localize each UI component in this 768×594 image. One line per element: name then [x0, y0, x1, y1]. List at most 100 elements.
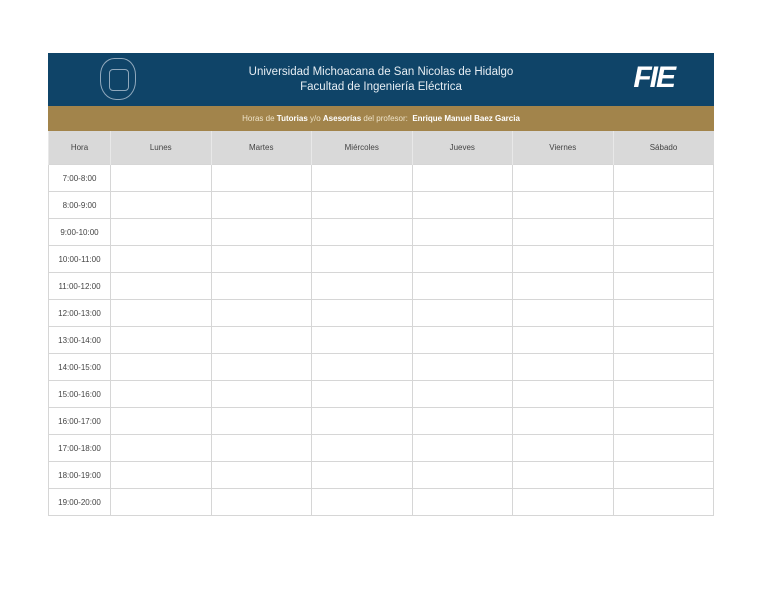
- hour-cell: 10:00-11:00: [48, 245, 111, 273]
- asesorias-text: Asesorías: [322, 114, 362, 123]
- schedule-cell: [612, 407, 714, 435]
- schedule-cell: [411, 299, 513, 327]
- schedule-cell: [411, 407, 513, 435]
- header-banner: Universidad Michoacana de San Nicolas de…: [48, 53, 714, 106]
- schedule-cell: [411, 434, 513, 462]
- schedule-cell: [110, 218, 212, 246]
- hour-cell: 19:00-20:00: [48, 488, 111, 516]
- column-header: Martes: [210, 131, 312, 165]
- schedule-cell: [512, 461, 614, 489]
- yo-text: y/o: [310, 114, 321, 123]
- table-row: 9:00-10:00: [48, 218, 714, 246]
- hour-cell: 9:00-10:00: [48, 218, 111, 246]
- schedule-cell: [512, 326, 614, 354]
- schedule-cell: [612, 299, 714, 327]
- schedule-cell: [110, 407, 212, 435]
- faculty-name: Facultad de Ingeniería Eléctrica: [300, 81, 462, 93]
- column-header: Viernes: [512, 131, 613, 165]
- schedule-cell: [512, 407, 614, 435]
- table-row: 13:00-14:00: [48, 326, 714, 354]
- university-name: Universidad Michoacana de San Nicolas de…: [248, 66, 514, 78]
- schedule-cell: [210, 299, 312, 327]
- schedule-cell: [612, 245, 714, 273]
- schedule-table: Hora Lunes Martes Miércoles Jueves Viernes Sáb…: [48, 131, 714, 516]
- schedule-cell: [512, 164, 614, 192]
- schedule-cell: [512, 434, 614, 462]
- schedule-cell: [110, 272, 212, 300]
- schedule-cell: [512, 488, 614, 516]
- column-header: Miércoles: [311, 131, 412, 165]
- hour-cell: 7:00-8:00: [48, 164, 111, 192]
- schedule-cell: [110, 380, 212, 408]
- schedule-cell: [210, 191, 312, 219]
- schedule-cell: [110, 434, 212, 462]
- table-row: 14:00-15:00: [48, 353, 714, 381]
- hour-cell: 14:00-15:00: [48, 353, 111, 381]
- schedule-cell: [512, 380, 614, 408]
- schedule-cell: [311, 353, 413, 381]
- del-text: del profesor:: [363, 114, 408, 123]
- schedule-cell: [411, 461, 513, 489]
- schedule-cell: [612, 461, 714, 489]
- table-row: 7:00-8:00: [48, 164, 714, 192]
- tutorias-text: Tutorias: [276, 114, 308, 123]
- table-row: 15:00-16:00: [48, 380, 714, 408]
- schedule-cell: [311, 326, 413, 354]
- hour-cell: 16:00-17:00: [48, 407, 111, 435]
- schedule-cell: [612, 191, 714, 219]
- schedule-cell: [311, 164, 413, 192]
- schedule-cell: [612, 488, 714, 516]
- schedule-cell: [210, 326, 312, 354]
- schedule-document: Universidad Michoacana de San Nicolas de…: [48, 53, 714, 516]
- column-header: Lunes: [110, 131, 211, 165]
- schedule-cell: [411, 191, 513, 219]
- schedule-cell: [411, 380, 513, 408]
- hour-cell: 8:00-9:00: [48, 191, 111, 219]
- schedule-cell: [612, 380, 714, 408]
- table-row: 18:00-19:00: [48, 461, 714, 489]
- table-row: 11:00-12:00: [48, 272, 714, 300]
- schedule-cell: [612, 326, 714, 354]
- schedule-cell: [512, 245, 614, 273]
- schedule-cell: [612, 434, 714, 462]
- hour-cell: 12:00-13:00: [48, 299, 111, 327]
- schedule-cell: [210, 407, 312, 435]
- hour-cell: 17:00-18:00: [48, 434, 111, 462]
- schedule-cell: [210, 380, 312, 408]
- table-row: 19:00-20:00: [48, 488, 714, 516]
- schedule-cell: [311, 245, 413, 273]
- schedule-cell: [110, 461, 212, 489]
- schedule-cell: [512, 299, 614, 327]
- schedule-cell: [311, 299, 413, 327]
- hour-cell: 18:00-19:00: [48, 461, 111, 489]
- schedule-cell: [110, 488, 212, 516]
- schedule-cell: [311, 461, 413, 489]
- schedule-cell: [210, 245, 312, 273]
- university-seal-logo: [100, 58, 136, 100]
- schedule-cell: [110, 245, 212, 273]
- fie-logo: FIE: [633, 61, 676, 94]
- schedule-cell: [512, 218, 614, 246]
- schedule-cell: [210, 353, 312, 381]
- schedule-cell: [210, 461, 312, 489]
- hour-cell: 11:00-12:00: [48, 272, 111, 300]
- schedule-cell: [210, 488, 312, 516]
- schedule-cell: [411, 353, 513, 381]
- table-row: 12:00-13:00: [48, 299, 714, 327]
- schedule-cell: [311, 272, 413, 300]
- schedule-cell: [612, 164, 714, 192]
- professor-name: Enrique Manuel Baez Garcia: [412, 114, 520, 123]
- schedule-cell: [110, 326, 212, 354]
- column-header: Jueves: [411, 131, 513, 165]
- schedule-cell: [311, 434, 413, 462]
- schedule-cell: [612, 218, 714, 246]
- schedule-cell: [311, 407, 413, 435]
- schedule-cell: [210, 434, 312, 462]
- schedule-cell: [512, 353, 614, 381]
- schedule-cell: [411, 272, 513, 300]
- professor-band: Horas de Tutorias y/o Asesorías del prof…: [48, 106, 714, 131]
- hour-cell: 15:00-16:00: [48, 380, 111, 408]
- schedule-cell: [210, 218, 312, 246]
- schedule-cell: [311, 488, 413, 516]
- schedule-cell: [411, 164, 513, 192]
